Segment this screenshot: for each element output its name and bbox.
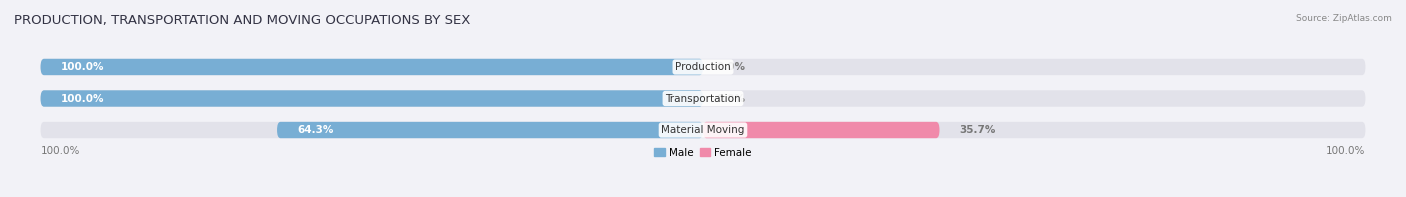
FancyBboxPatch shape bbox=[41, 59, 1365, 75]
FancyBboxPatch shape bbox=[703, 122, 939, 138]
Text: PRODUCTION, TRANSPORTATION AND MOVING OCCUPATIONS BY SEX: PRODUCTION, TRANSPORTATION AND MOVING OC… bbox=[14, 14, 471, 27]
FancyBboxPatch shape bbox=[277, 122, 703, 138]
Text: 35.7%: 35.7% bbox=[959, 125, 995, 135]
FancyBboxPatch shape bbox=[41, 90, 703, 107]
Text: 0.0%: 0.0% bbox=[716, 94, 745, 103]
Text: Transportation: Transportation bbox=[665, 94, 741, 103]
Legend: Male, Female: Male, Female bbox=[650, 143, 756, 162]
Text: Source: ZipAtlas.com: Source: ZipAtlas.com bbox=[1296, 14, 1392, 23]
Text: 100.0%: 100.0% bbox=[60, 94, 104, 103]
Text: 0.0%: 0.0% bbox=[716, 62, 745, 72]
FancyBboxPatch shape bbox=[41, 122, 1365, 138]
Text: 100.0%: 100.0% bbox=[41, 146, 80, 156]
Text: 100.0%: 100.0% bbox=[60, 62, 104, 72]
FancyBboxPatch shape bbox=[41, 90, 1365, 107]
FancyBboxPatch shape bbox=[41, 59, 703, 75]
Text: 64.3%: 64.3% bbox=[297, 125, 333, 135]
Text: Material Moving: Material Moving bbox=[661, 125, 745, 135]
Text: Production: Production bbox=[675, 62, 731, 72]
Text: 100.0%: 100.0% bbox=[1326, 146, 1365, 156]
